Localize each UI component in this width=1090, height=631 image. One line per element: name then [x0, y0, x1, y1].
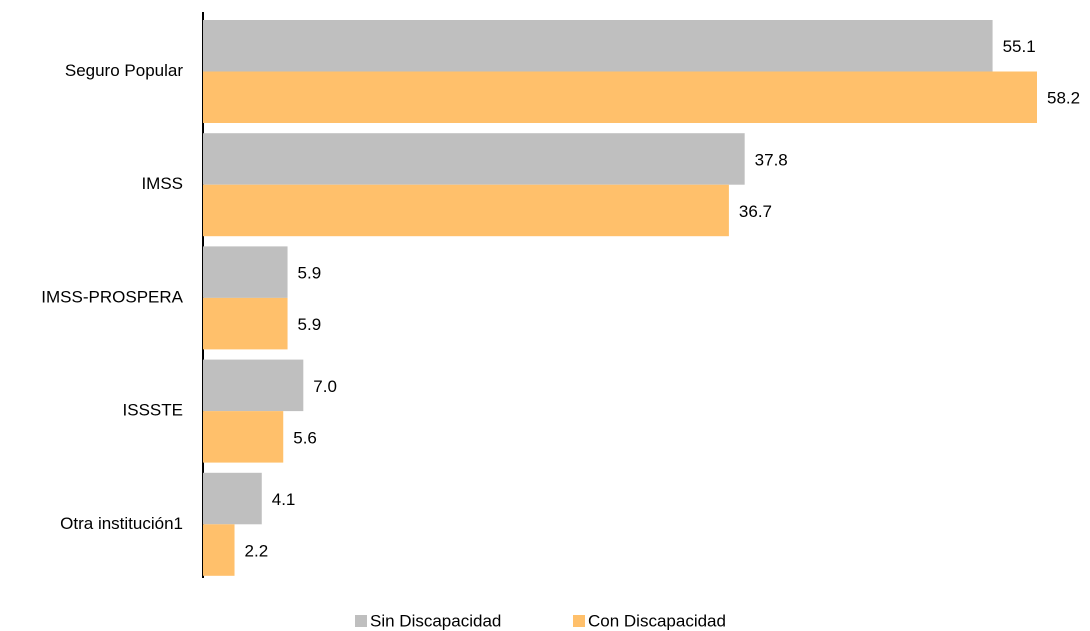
category-label: Seguro Popular: [65, 61, 183, 80]
legend-swatch: [355, 615, 367, 627]
category-label: IMSS: [141, 174, 183, 193]
bar: [203, 133, 745, 185]
value-label: 55.1: [1003, 37, 1036, 56]
value-label: 5.9: [298, 264, 322, 283]
bar: [203, 20, 993, 72]
value-label: 5.9: [298, 315, 322, 334]
bar: [203, 184, 729, 237]
bar: [203, 297, 288, 350]
value-label: 37.8: [755, 150, 788, 169]
bar: [203, 246, 288, 298]
value-label: 7.0: [313, 377, 337, 396]
value-label: 36.7: [739, 202, 772, 221]
value-label: 4.1: [272, 490, 296, 509]
legend-label: Sin Discapacidad: [370, 611, 501, 630]
bar: [203, 359, 304, 412]
bar: [203, 71, 1037, 123]
legend-swatch: [573, 615, 585, 627]
bar: [203, 524, 235, 576]
bar: [203, 411, 284, 463]
category-label: ISSSTE: [123, 401, 183, 420]
bar: [203, 472, 262, 525]
category-label: Otra institución1: [60, 514, 183, 533]
value-label: 5.6: [293, 428, 317, 447]
value-label: 58.2: [1047, 89, 1080, 108]
legend-label: Con Discapacidad: [588, 611, 726, 630]
value-label: 2.2: [245, 542, 269, 561]
category-label: IMSS-PROSPERA: [41, 287, 183, 306]
